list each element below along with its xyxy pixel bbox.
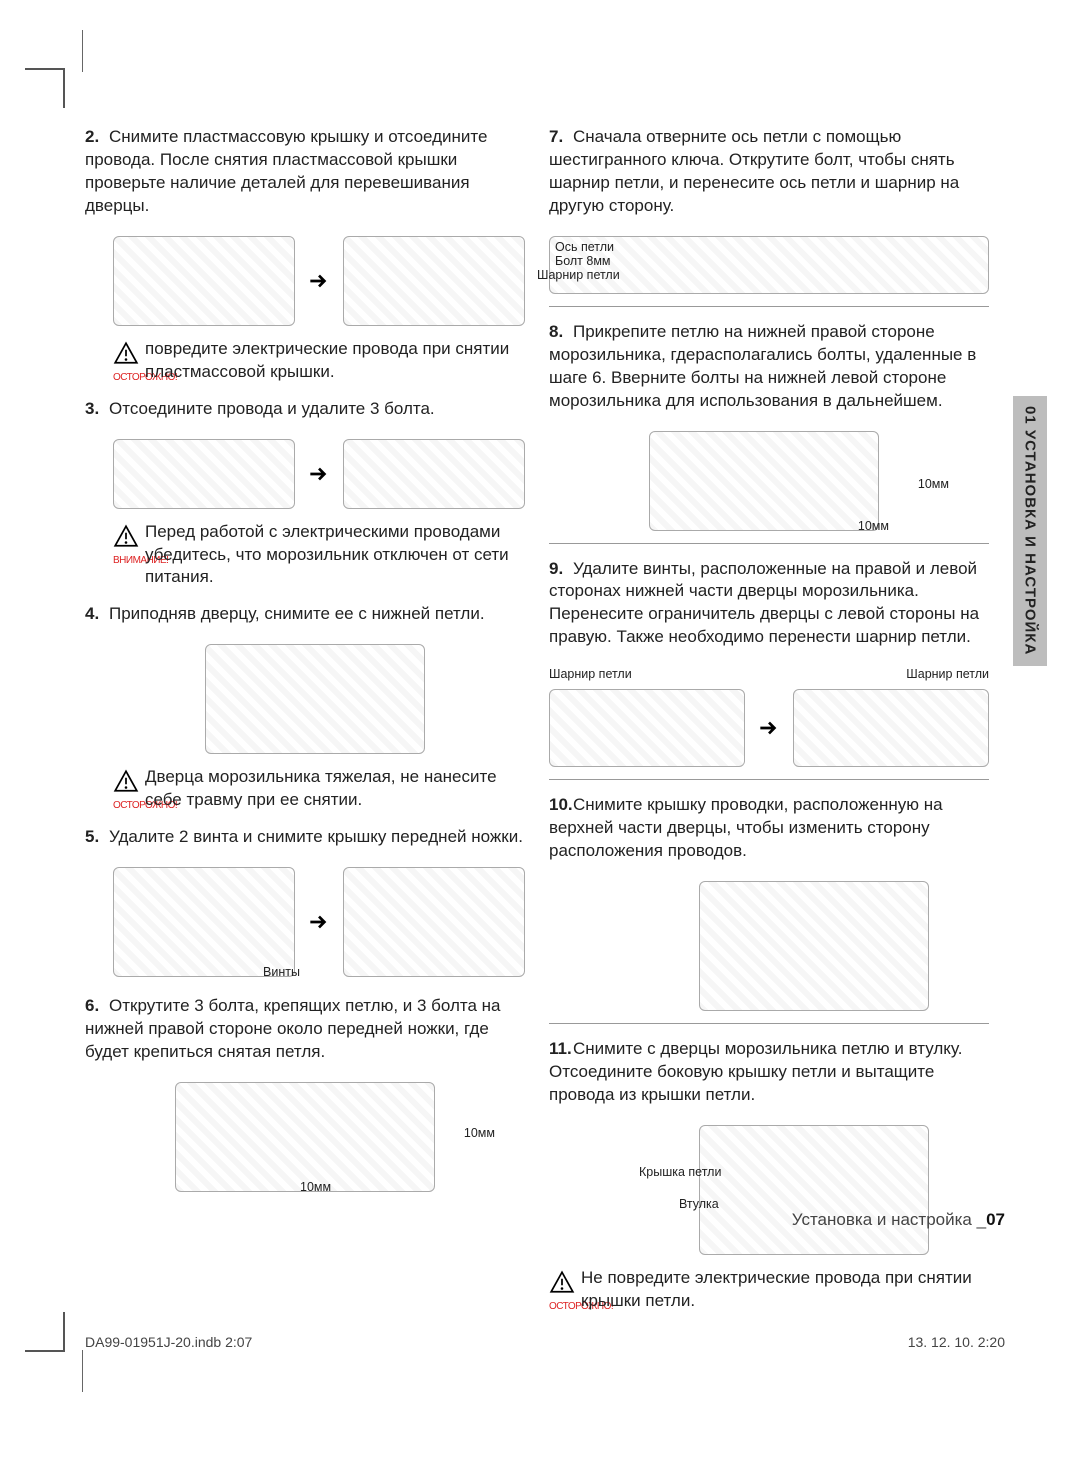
figure-panel <box>343 867 525 977</box>
separator <box>549 306 989 307</box>
footer-text: Установка и настройка _ <box>792 1210 986 1229</box>
figure-step4 <box>205 644 425 754</box>
callout-hinge: Шарнир петли <box>537 268 620 282</box>
separator <box>549 1023 989 1024</box>
doc-footer: DA99-01951J-20.indb 2:07 13. 12. 10. 2:2… <box>85 1334 1005 1350</box>
step-text: Снимите с дверцы морозильника петлю и вт… <box>549 1039 962 1104</box>
step-num: 2. <box>85 126 109 149</box>
caution-step4: ОСТОРОЖНО! Дверца морозильника тяжелая, … <box>113 766 525 812</box>
figure-step2 <box>113 236 525 326</box>
step-10: 10.Снимите крышку проводки, расположенну… <box>549 794 989 863</box>
margin-line-bot <box>82 1350 83 1392</box>
callout-10mm: 10мм <box>464 1126 495 1140</box>
step-text: Приподняв дверцу, снимите ее с нижней пе… <box>109 604 485 623</box>
callout-bushing: Втулка <box>679 1197 719 1211</box>
step-num: 5. <box>85 826 109 849</box>
figure-panel <box>113 236 295 326</box>
margin-line-top <box>82 30 83 72</box>
warn-text: Не повредите электрические провода при с… <box>581 1267 989 1313</box>
callout-10mm: 10мм <box>300 1180 331 1194</box>
step-4: 4.Приподняв дверцу, снимите ее с нижней … <box>85 603 525 626</box>
warn-label: ОСТОРОЖНО! <box>113 799 139 813</box>
right-column: 7.Сначала отверните ось петли с помощью … <box>549 126 989 1327</box>
callout-bolt: Болт 8мм <box>555 254 611 268</box>
callout-screws: Винты <box>263 965 300 979</box>
step-5: 5.Удалите 2 винта и снимите крышку перед… <box>85 826 525 849</box>
separator <box>549 543 989 544</box>
step-num: 7. <box>549 126 573 149</box>
step-7: 7.Сначала отверните ось петли с помощью … <box>549 126 989 218</box>
step-num: 8. <box>549 321 573 344</box>
figure-step9 <box>549 689 989 767</box>
warn-text: Дверца морозильника тяжелая, не нанесите… <box>145 766 525 812</box>
figure-step5: Винты <box>113 867 525 977</box>
step-num: 10. <box>549 794 573 817</box>
doc-footer-right: 13. 12. 10. 2:20 <box>908 1334 1005 1350</box>
step-6: 6.Открутите 3 болта, крепящих петлю, и 3… <box>85 995 525 1064</box>
warn-text: Перед работой с электрическими проводами… <box>145 521 525 590</box>
step-text: Удалите винты, расположенные на правой и… <box>549 559 979 647</box>
figure-step8 <box>649 431 879 531</box>
warn-label: ОСТОРОЖНО! <box>113 371 139 385</box>
callout-hinge-l: Шарнир петли <box>549 667 632 681</box>
page-footer: Установка и настройка _07 <box>792 1210 1005 1230</box>
arrow-icon <box>305 266 334 296</box>
crop-mark-tl <box>25 68 65 70</box>
figure-step7 <box>549 236 989 294</box>
step-text: Снимите крышку проводки, расположенную н… <box>549 795 943 860</box>
step-text: Удалите 2 винта и снимите крышку передне… <box>109 827 523 846</box>
step-num: 6. <box>85 995 109 1018</box>
side-tab: 01 УСТАНОВКА И НАСТРОЙКА <box>1013 396 1047 666</box>
callout-cover: Крышка петли <box>639 1165 721 1179</box>
warn-text: повредите электрические провода при снят… <box>145 338 525 384</box>
caution-step3: ВНИМАНИЕ! Перед работой с электрическими… <box>113 521 525 590</box>
crop-mark-bl <box>25 1350 65 1352</box>
figure-step10 <box>699 881 929 1011</box>
side-tab-text: 01 УСТАНОВКА И НАСТРОЙКА <box>1022 406 1039 655</box>
step-text: Снимите пластмассовую крышку и отсоедини… <box>85 127 487 215</box>
step-9: 9.Удалите винты, расположенные на правой… <box>549 558 989 650</box>
step-8: 8.Прикрепите петлю на нижней правой стор… <box>549 321 989 413</box>
figure-step11 <box>699 1125 929 1255</box>
warning-icon: ВНИМАНИЕ! <box>113 523 139 549</box>
footer-page-num: 07 <box>986 1210 1005 1229</box>
step-11: 11.Снимите с дверцы морозильника петлю и… <box>549 1038 989 1107</box>
figure-step6 <box>175 1082 435 1192</box>
figure-panel <box>343 439 525 509</box>
step-2: 2.Снимите пластмассовую крышку и отсоеди… <box>85 126 525 218</box>
warning-icon: ОСТОРОЖНО! <box>113 768 139 794</box>
warn-label: ВНИМАНИЕ! <box>113 554 139 568</box>
caution-step2: ОСТОРОЖНО! повредите электрические прово… <box>113 338 525 384</box>
doc-footer-left: DA99-01951J-20.indb 2:07 <box>85 1334 252 1350</box>
figure-step3 <box>113 439 525 509</box>
warning-icon: ОСТОРОЖНО! <box>113 340 139 366</box>
figure-panel <box>113 867 295 977</box>
separator <box>549 779 989 780</box>
step-num: 11. <box>549 1038 573 1061</box>
callout-10mm: 10мм <box>918 477 949 491</box>
left-column: 2.Снимите пластмассовую крышку и отсоеди… <box>85 126 525 1327</box>
callout-hinge-r: Шарнир петли <box>906 667 989 681</box>
caution-step11: ОСТОРОЖНО! Не повредите электрические пр… <box>549 1267 989 1313</box>
step-text: Отсоедините провода и удалите 3 болта. <box>109 399 435 418</box>
warn-label: ОСТОРОЖНО! <box>549 1300 575 1314</box>
step-num: 4. <box>85 603 109 626</box>
figure-panel <box>113 439 295 509</box>
step-text: Сначала отверните ось петли с помощью ше… <box>549 127 959 215</box>
step-num: 3. <box>85 398 109 421</box>
step-3: 3.Отсоедините провода и удалите 3 болта. <box>85 398 525 421</box>
figure-panel <box>343 236 525 326</box>
callout-10mm: 10мм <box>858 519 889 533</box>
arrow-icon <box>305 459 334 489</box>
callout-axis: Ось петли <box>555 240 614 254</box>
step-text: Открутите 3 болта, крепящих петлю, и 3 б… <box>85 996 501 1061</box>
figure-panel <box>549 689 745 767</box>
arrow-icon <box>755 713 784 743</box>
figure-panel <box>793 689 989 767</box>
warning-icon: ОСТОРОЖНО! <box>549 1269 575 1295</box>
step-num: 9. <box>549 558 573 581</box>
step-text: Прикрепите петлю на нижней правой сторон… <box>549 322 976 410</box>
arrow-icon <box>305 907 334 937</box>
